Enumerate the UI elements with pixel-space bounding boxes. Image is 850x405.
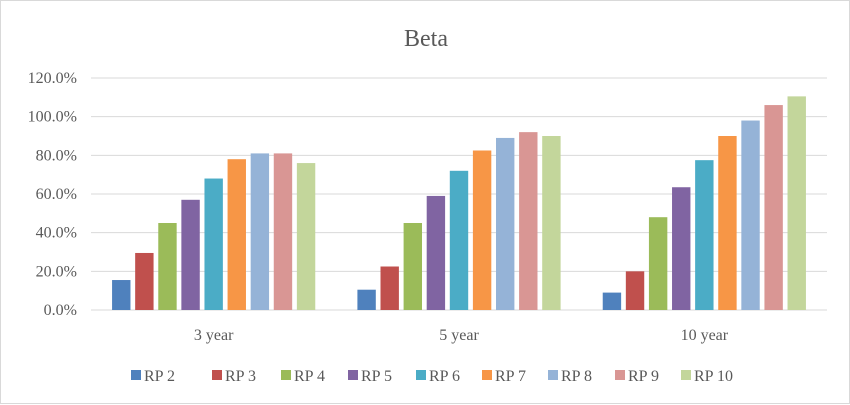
bar-rp-2-2	[602, 292, 622, 310]
bar-rp-4-1	[403, 223, 422, 310]
legend-label: RP 5	[361, 368, 392, 385]
x-axis: 3 year 5 year 10 year	[194, 327, 729, 344]
legend-item: RP 9	[615, 368, 659, 385]
legend-label: RP 4	[294, 368, 325, 385]
legend-item: RP 4	[281, 368, 325, 385]
legend-swatch	[681, 370, 691, 380]
legend-label: RP 7	[495, 368, 526, 385]
legend-swatch	[212, 370, 222, 380]
bar-rp-5-2	[672, 187, 691, 310]
legend-label: RP 8	[561, 368, 592, 385]
y-tick-label: 80.0%	[36, 147, 77, 164]
y-tick-label: 40.0%	[36, 225, 77, 242]
legend-item: RP 7	[482, 368, 526, 385]
legend-swatch	[281, 370, 291, 380]
legend-label: RP 2	[144, 368, 175, 385]
y-tick-label: 60.0%	[36, 186, 77, 203]
bar-rp-3-2	[625, 271, 645, 310]
x-category-label: 3 year	[194, 327, 234, 344]
legend-swatch	[416, 370, 426, 380]
legend-swatch	[615, 370, 625, 380]
bar-rp-5-1	[426, 195, 446, 310]
legend: RP 2 RP 3 RP 4 RP 5 RP 6 RP 7 RP 8 RP 9 RP 10	[131, 368, 733, 385]
legend-item: RP 10	[681, 368, 733, 385]
legend-label: RP 6	[429, 368, 460, 385]
legend-swatch	[131, 370, 141, 380]
legend-item: RP 5	[348, 368, 392, 385]
legend-swatch	[482, 370, 492, 380]
bar-rp-9-2	[764, 105, 783, 310]
bar-rp-10-1	[542, 136, 561, 310]
y-axis: 0.0% 20.0% 40.0% 60.0% 80.0% 100.0% 120.0%	[28, 70, 77, 319]
y-tick-label: 100.0%	[28, 109, 77, 126]
bar-rp-9-0	[273, 153, 293, 310]
bar-rp-7-2	[718, 136, 737, 310]
legend-item: RP 3	[212, 368, 256, 385]
bar-rp-8-0	[250, 153, 270, 310]
bar-rp-8-2	[741, 120, 760, 311]
bar-rp-4-2	[648, 217, 668, 310]
y-tick-label: 20.0%	[36, 263, 77, 280]
bar-rp-10-0	[296, 163, 316, 310]
y-tick-label: 0.0%	[44, 302, 77, 319]
chart-title: Beta	[404, 26, 448, 52]
legend-label: RP 10	[694, 368, 733, 385]
legend-item: RP 2	[131, 368, 175, 385]
legend-item: RP 6	[416, 368, 460, 385]
bar-rp-6-2	[695, 160, 714, 310]
bar-rp-2-0	[112, 280, 131, 310]
bar-rp-9-1	[519, 132, 538, 310]
x-category-label: 10 year	[681, 327, 729, 344]
legend-label: RP 3	[225, 368, 256, 385]
bar-rp-7-1	[472, 150, 492, 310]
bar-rp-10-2	[787, 96, 806, 310]
bar-rp-5-0	[181, 199, 200, 310]
bar-rp-2-1	[357, 289, 376, 310]
legend-label: RP 9	[628, 368, 659, 385]
bar-rp-8-1	[496, 137, 515, 310]
x-category-label: 5 year	[439, 327, 479, 344]
bars	[112, 96, 806, 311]
bar-rp-7-0	[227, 159, 246, 310]
legend-swatch	[348, 370, 358, 380]
bar-rp-3-0	[135, 252, 154, 310]
bar-rp-6-0	[204, 178, 223, 310]
y-tick-label: 120.0%	[28, 70, 77, 87]
legend-item: RP 8	[548, 368, 592, 385]
bar-rp-3-1	[380, 266, 399, 310]
legend-swatch	[548, 370, 558, 380]
bar-rp-4-0	[158, 223, 177, 310]
bar-rp-6-1	[449, 170, 469, 310]
